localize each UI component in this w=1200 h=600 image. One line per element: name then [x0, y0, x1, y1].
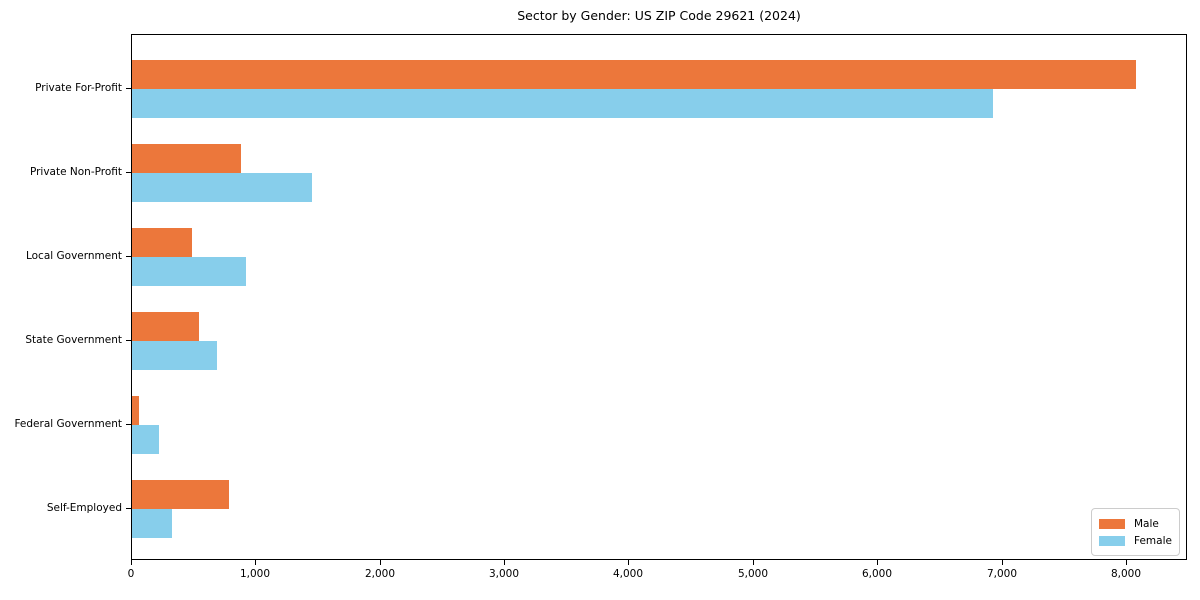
x-tick-7000 [1002, 560, 1003, 565]
x-axis-label-6000: 6,000 [861, 568, 893, 580]
chart-title: Sector by Gender: US ZIP Code 29621 (202… [517, 8, 801, 23]
x-axis-label-8000: 8,000 [1110, 568, 1142, 580]
bar-private-for-profit-male [132, 60, 1136, 89]
y-axis-label-private-non-profit: Private Non-Profit [29, 166, 122, 178]
bar-federal-government-female [132, 425, 159, 454]
bar-self-employed-male [132, 480, 229, 509]
legend-item-male: Male [1099, 518, 1172, 530]
legend: Male Female [1091, 508, 1180, 556]
plot-area [131, 34, 1187, 560]
y-axis-label-state-government: State Government [25, 334, 122, 346]
x-axis-label-4000: 4,000 [612, 568, 644, 580]
bar-private-for-profit-female [132, 89, 993, 118]
y-axis-label-federal-government: Federal Government [14, 418, 122, 430]
bar-state-government-female [132, 341, 217, 370]
y-axis-label-private-for-profit: Private For-Profit [35, 82, 122, 94]
y-axis-label-local-government: Local Government [25, 250, 122, 262]
y-tick-self-employed [126, 508, 131, 509]
legend-label-male: Male [1134, 517, 1159, 530]
x-tick-2000 [380, 560, 381, 565]
bar-local-government-male [132, 228, 192, 257]
x-tick-8000 [1126, 560, 1127, 565]
bar-federal-government-male [132, 396, 139, 425]
bar-private-non-profit-male [132, 144, 241, 173]
legend-item-female: Female [1099, 535, 1172, 547]
legend-label-female: Female [1134, 534, 1172, 547]
x-tick-3000 [504, 560, 505, 565]
y-tick-private-non-profit [126, 172, 131, 173]
bar-local-government-female [132, 257, 246, 286]
x-axis-label-3000: 3,000 [488, 568, 520, 580]
x-tick-5000 [753, 560, 754, 565]
x-axis-label-1000: 1,000 [239, 568, 271, 580]
y-axis-label-self-employed: Self-Employed [46, 502, 122, 514]
y-tick-local-government [126, 256, 131, 257]
y-tick-federal-government [126, 424, 131, 425]
x-tick-0 [131, 560, 132, 565]
y-tick-state-government [126, 340, 131, 341]
female-swatch-icon [1099, 535, 1125, 546]
x-tick-1000 [255, 560, 256, 565]
x-tick-4000 [628, 560, 629, 565]
bar-private-non-profit-female [132, 173, 312, 202]
x-axis-label-0: 0 [127, 568, 135, 580]
bar-state-government-male [132, 312, 199, 341]
x-tick-6000 [877, 560, 878, 565]
x-axis-label-5000: 5,000 [737, 568, 769, 580]
male-swatch-icon [1099, 518, 1125, 529]
x-axis-label-7000: 7,000 [986, 568, 1018, 580]
x-axis-label-2000: 2,000 [364, 568, 396, 580]
bar-self-employed-female [132, 509, 172, 538]
y-tick-private-for-profit [126, 88, 131, 89]
